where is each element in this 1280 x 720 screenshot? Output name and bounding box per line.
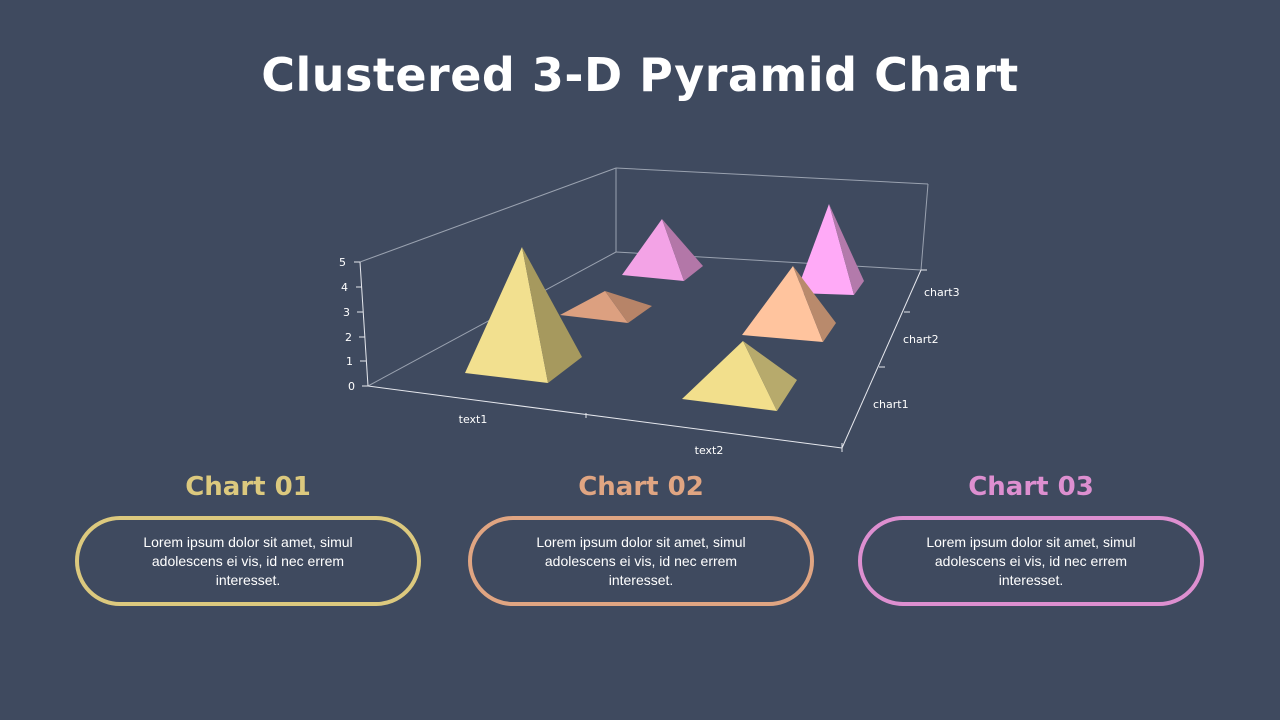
svg-text:4: 4 — [341, 281, 348, 294]
card-description: Lorem ipsum dolor sit amet, simul adoles… — [858, 516, 1204, 606]
card-chart-01: Chart 01 Lorem ipsum dolor sit amet, sim… — [75, 470, 421, 606]
pyramid-chart3-text1 — [622, 219, 703, 281]
svg-text:0: 0 — [348, 380, 355, 393]
svg-text:chart2: chart2 — [903, 333, 939, 346]
card-title: Chart 02 — [578, 472, 704, 502]
svg-text:3: 3 — [343, 306, 350, 319]
chart-frame — [359, 167, 929, 387]
card-title: Chart 01 — [185, 472, 311, 502]
card-chart-03: Chart 03 Lorem ipsum dolor sit amet, sim… — [858, 470, 1204, 606]
pyramid-chart2-text2 — [742, 266, 836, 342]
z-axis-labels: chart1 chart2 chart3 — [873, 286, 960, 411]
card-title: Chart 03 — [968, 472, 1094, 502]
pyramid-chart1-text2 — [682, 341, 797, 411]
svg-text:chart1: chart1 — [873, 398, 909, 411]
x-axis-labels: text1 text2 — [459, 413, 724, 457]
svg-text:chart3: chart3 — [924, 286, 960, 299]
page-title: Clustered 3-D Pyramid Chart — [261, 48, 1019, 102]
y-axis-labels: 5 4 3 2 1 0 — [339, 256, 355, 393]
card-description: Lorem ipsum dolor sit amet, simul adoles… — [75, 516, 421, 606]
svg-text:5: 5 — [339, 256, 346, 269]
svg-text:text1: text1 — [459, 413, 488, 426]
pyramid-chart3-text2 — [796, 204, 864, 295]
svg-text:2: 2 — [345, 331, 352, 344]
svg-text:1: 1 — [346, 355, 353, 368]
pyramid-chart2-text1 — [560, 291, 652, 323]
card-chart-02: Chart 02 Lorem ipsum dolor sit amet, sim… — [468, 470, 814, 606]
chart-axes — [354, 261, 927, 452]
svg-text:text2: text2 — [695, 444, 724, 457]
pyramid-chart1-text1 — [465, 247, 582, 383]
card-description: Lorem ipsum dolor sit amet, simul adoles… — [468, 516, 814, 606]
